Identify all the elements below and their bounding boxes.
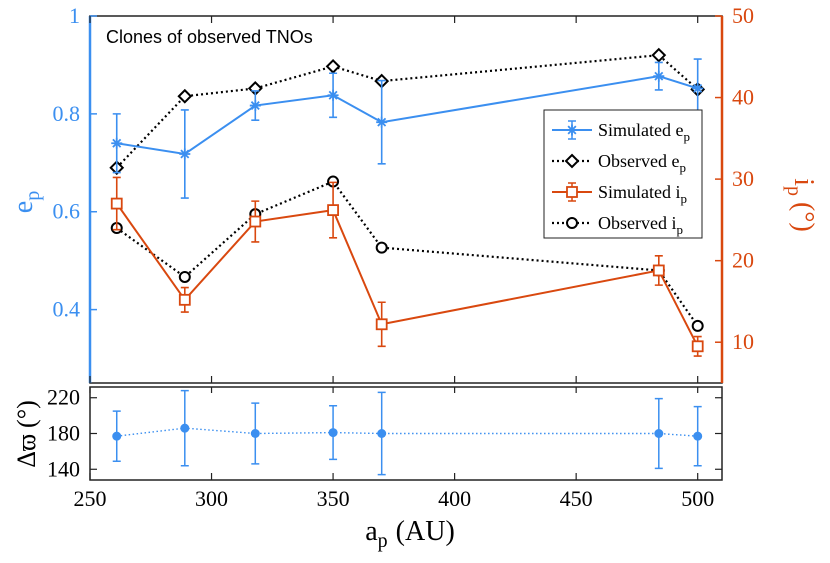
data-point [111,137,123,149]
legend-label-main: Observed i [598,213,676,233]
data-point [249,100,261,112]
bottom-y-tick-label: 140 [47,456,80,481]
data-point [112,431,122,441]
data-point [691,340,704,353]
right-axis-label: ip (°) [783,178,819,232]
x-tick-label: 300 [195,486,228,511]
x-tick-label: 350 [317,486,350,511]
x-tick-label: 500 [681,486,714,511]
data-point [179,148,191,160]
right-axis-label-sub: p [783,186,805,196]
bottom-axis-ticks: 250 300 350 400 450 500 140 180 220 [47,385,722,511]
series-simulated-ip [110,176,704,357]
x-axis-label-main: a [365,516,378,547]
left-axis-label: ep [8,191,44,213]
data-point [249,215,262,228]
x-axis-label-unit: (AU) [396,516,455,547]
data-point [376,116,388,128]
legend-swatch-marker [564,153,580,169]
legend-label-main: Simulated i [598,182,681,202]
data-point [327,204,339,217]
series-simulated-ep [111,58,704,199]
legend-label: Simulated ip [598,182,687,206]
left-tick-label: 0.8 [53,101,81,126]
right-tick-label: 10 [732,329,754,354]
data-point [178,270,191,283]
left-axis-label-main: e [8,201,39,213]
legend-label-sub: p [679,160,686,175]
x-tick-label: 400 [438,486,471,511]
bottom-series-layer [112,389,703,476]
legend-label: Simulated ep [598,120,690,144]
legend-label-sub: p [676,222,683,237]
bottom-y-tick-label: 180 [47,421,80,446]
data-point [375,241,388,254]
data-point [327,89,339,101]
data-point [328,428,338,438]
data-point [177,88,193,104]
left-tick-label: 1 [69,3,80,28]
legend-label-sub: p [681,191,688,206]
data-point [178,293,191,306]
legend-item: Simulated ip [552,182,687,206]
series-delta-varpi [112,389,703,476]
x-axis-label-sub: p [378,530,388,552]
right-tick-label: 30 [732,166,754,191]
data-point [110,197,123,210]
data-point [653,70,665,82]
bottom-y-label-unit: (°) [12,400,41,428]
right-axis-label-main: i [788,178,819,186]
data-point [651,47,667,63]
data-point [652,264,665,277]
legend-item: Simulated ep [552,120,690,144]
data-point [375,318,388,331]
right-axis-label-unit: (°) [788,202,819,232]
panel-annotation: Clones of observed TNOs [106,27,313,47]
bottom-y-label-main: Δϖ [12,434,41,468]
top-axis-ticks: 0.4 0.6 0.8 1 10 20 30 40 50 [53,3,754,383]
x-tick-label: 450 [560,486,593,511]
data-point [654,429,664,438]
data-point [180,423,190,433]
data-point [691,319,704,332]
bottom-y-axis-label: Δϖ (°) [12,400,41,468]
x-tick-label: 250 [74,486,107,511]
data-point [693,431,703,441]
legend-label-main: Observed e [598,151,679,171]
legend-label-sub: p [683,129,690,144]
legend-label: Observed ep [598,151,686,175]
right-tick-label: 50 [732,3,754,28]
left-tick-label: 0.6 [53,199,81,224]
right-tick-label: 20 [732,248,754,273]
legend-swatch-marker [566,124,578,136]
legend-item: Observed ep [552,151,686,175]
right-tick-label: 40 [732,85,754,110]
data-point [325,58,341,74]
x-axis-label: ap (AU) [365,516,455,552]
left-tick-label: 0.4 [53,297,81,322]
data-point [377,429,387,438]
bottom-y-tick-label: 220 [47,385,80,410]
legend-item: Observed ip [552,213,683,237]
series-observed-ep [109,47,706,176]
legend-swatch-marker [566,217,578,229]
legend-label-main: Simulated e [598,120,683,140]
data-point [692,82,704,94]
legend-label: Observed ip [598,213,683,237]
data-point [250,429,260,438]
top-series-layer [109,47,706,357]
legend-swatch-marker [566,186,578,198]
left-axis-label-sub: p [22,191,44,201]
